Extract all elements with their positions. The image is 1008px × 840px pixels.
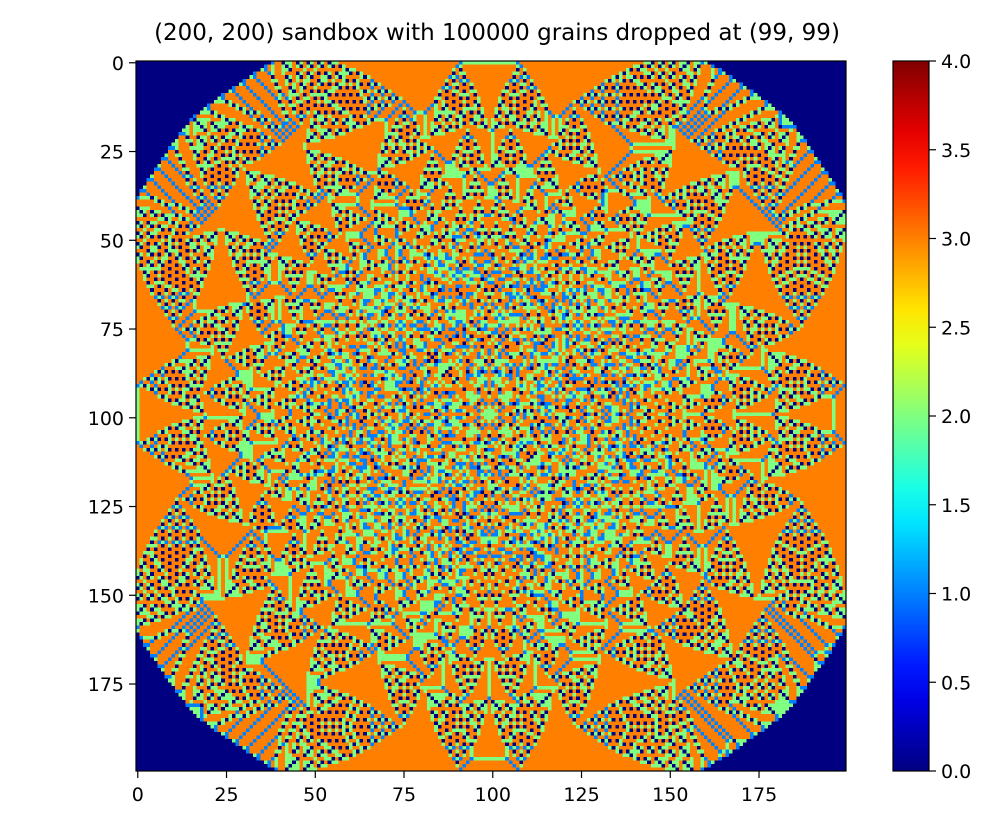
y-tick-label: 150 (88, 585, 124, 607)
colorbar-tick-label: 4.0 (941, 51, 971, 73)
chart-title: (200, 200) sandbox with 100000 grains dr… (154, 20, 840, 46)
y-tick-label: 0 (112, 53, 124, 75)
heatmap-plot (135, 60, 847, 772)
y-axis: 0 25 50 75 100 125 150 175 (88, 53, 136, 696)
x-tick-label: 50 (303, 784, 327, 806)
colorbar-gradient (892, 60, 930, 772)
y-tick-label: 75 (100, 319, 124, 341)
sandpile-heatmap (136, 61, 846, 771)
colorbar-tick-label: 0.0 (941, 761, 971, 783)
x-axis: 0 25 50 75 100 125 150 175 (132, 771, 777, 806)
y-tick-label: 100 (88, 408, 124, 430)
x-tick-label: 125 (563, 784, 599, 806)
x-tick-label: 100 (475, 784, 511, 806)
x-tick-label: 0 (132, 784, 144, 806)
y-tick-label: 50 (100, 230, 124, 252)
colorbar-tick-label: 2.5 (941, 317, 971, 339)
colorbar-tick-label: 1.5 (941, 495, 971, 517)
colorbar-ticks: 0.0 0.5 1.0 1.5 2.0 2.5 3.0 3.5 4.0 (929, 51, 971, 783)
y-tick-label: 175 (88, 674, 124, 696)
colorbar-tick-label: 0.5 (941, 672, 971, 694)
colorbar-tick-label: 1.0 (941, 584, 971, 606)
x-tick-label: 175 (741, 784, 777, 806)
x-tick-label: 150 (652, 784, 688, 806)
colorbar-tick-label: 3.0 (941, 229, 971, 251)
x-tick-label: 25 (214, 784, 238, 806)
y-tick-label: 125 (88, 497, 124, 519)
colorbar: 0.0 0.5 1.0 1.5 2.0 2.5 3.0 3.5 4.0 (892, 51, 971, 783)
y-tick-label: 25 (100, 142, 124, 164)
colorbar-tick-label: 3.5 (941, 140, 971, 162)
plot-frame (135, 60, 847, 772)
colorbar-tick-label: 2.0 (941, 406, 971, 428)
x-tick-label: 75 (392, 784, 416, 806)
